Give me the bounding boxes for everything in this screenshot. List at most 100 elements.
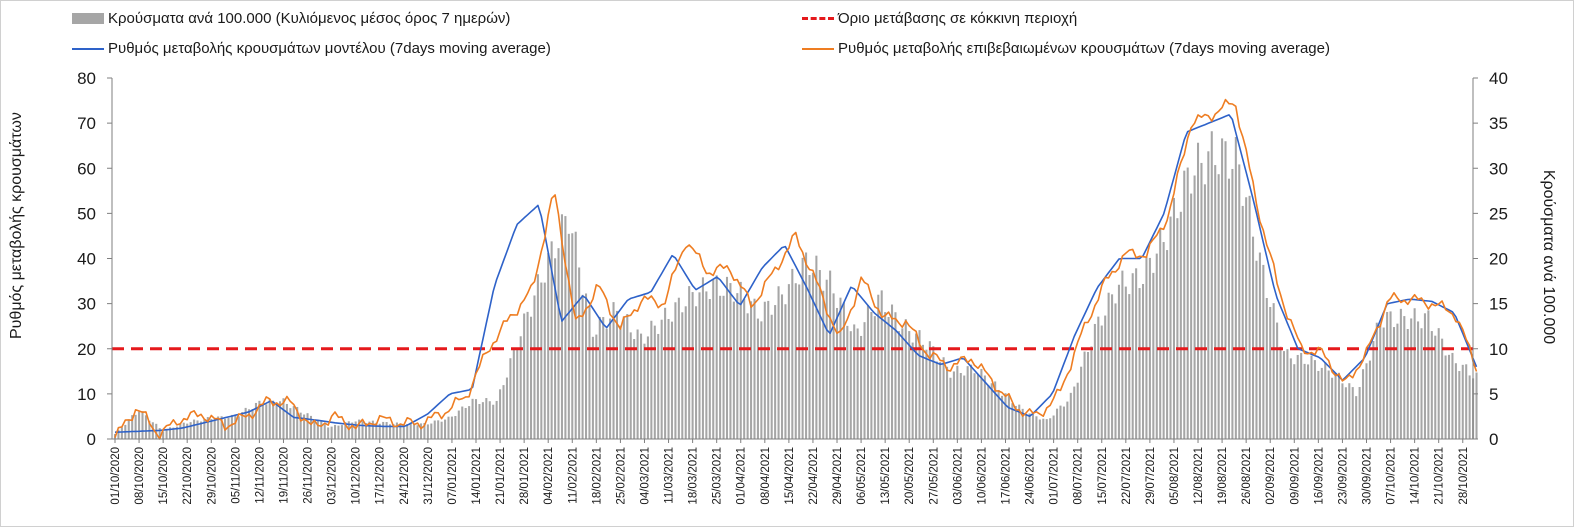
legend-bars-label: Κρούσματα ανά 100.000 (Κυλιόμενος μέσος … <box>108 10 511 27</box>
bar <box>1073 386 1076 439</box>
bar <box>1076 382 1079 439</box>
bar <box>361 421 364 439</box>
bar <box>1399 308 1402 439</box>
bar <box>285 403 288 439</box>
bar <box>1396 323 1399 439</box>
bar <box>591 336 594 439</box>
x-tick-label: 02/09/2021 <box>1265 447 1277 505</box>
bar <box>976 374 980 439</box>
y-left-tick-label: 40 <box>77 250 96 269</box>
bar <box>1437 328 1440 439</box>
bar <box>1207 151 1210 439</box>
bar <box>688 286 691 439</box>
bar <box>117 429 120 439</box>
bar <box>1152 272 1155 439</box>
bar <box>199 421 202 439</box>
bar <box>935 361 938 439</box>
bar <box>148 420 151 439</box>
bar <box>1224 141 1227 439</box>
bar <box>1313 360 1316 439</box>
bar <box>1086 351 1090 439</box>
bar <box>1317 370 1320 439</box>
bar <box>1021 408 1024 439</box>
bar <box>296 406 299 439</box>
legend-model-swatch <box>72 47 104 50</box>
bar <box>182 422 185 439</box>
bar <box>739 281 742 439</box>
bar <box>419 423 423 439</box>
bar <box>887 316 890 439</box>
x-tick-label: 23/09/2021 <box>1337 447 1349 505</box>
bar <box>763 301 766 439</box>
x-tick-label: 20/05/2021 <box>904 447 916 505</box>
bar <box>540 282 543 439</box>
bar <box>1221 138 1224 439</box>
bar <box>798 284 801 439</box>
bar <box>560 214 563 439</box>
bar <box>670 321 674 439</box>
x-tick-label: 24/06/2021 <box>1025 447 1037 505</box>
bar <box>715 275 718 439</box>
bar <box>1454 363 1457 439</box>
bar <box>309 415 313 439</box>
bar <box>626 314 629 439</box>
bar <box>774 305 777 439</box>
bar <box>1413 308 1416 439</box>
bar <box>1104 315 1107 439</box>
bar <box>1403 316 1406 439</box>
bar <box>364 423 368 439</box>
bar <box>230 414 233 439</box>
bar <box>485 398 488 439</box>
bar <box>1293 364 1296 439</box>
bar <box>564 216 567 439</box>
bar <box>598 316 601 439</box>
x-tick-label: 24/12/2020 <box>399 447 411 505</box>
bar <box>474 399 478 439</box>
bar <box>959 373 962 439</box>
y-left-tick-label: 50 <box>77 204 96 223</box>
bar <box>134 414 137 439</box>
bar <box>1279 346 1282 439</box>
bar <box>856 328 859 439</box>
bar <box>433 420 436 439</box>
bar <box>1334 372 1337 439</box>
bar <box>1241 205 1244 439</box>
bar <box>409 422 412 439</box>
y-axis-left-label: Ρυθμός μεταβολής κρουσμάτων <box>8 112 25 339</box>
x-tick-label: 09/09/2021 <box>1289 447 1301 505</box>
x-tick-label: 27/05/2021 <box>928 447 940 505</box>
bar <box>870 311 873 439</box>
bar <box>471 398 474 439</box>
lines <box>112 98 1478 440</box>
x-tick-label: 12/08/2021 <box>1193 447 1205 505</box>
x-tick-label: 13/05/2021 <box>880 447 892 505</box>
x-tick-label: 03/12/2020 <box>327 447 339 505</box>
x-tick-label: 01/04/2021 <box>736 447 748 505</box>
bar <box>1090 346 1093 439</box>
bar <box>320 421 323 439</box>
y-left-tick-label: 80 <box>77 69 96 88</box>
bar <box>684 306 687 439</box>
bar <box>1262 264 1265 439</box>
bar <box>1107 292 1110 439</box>
bar <box>1375 322 1378 439</box>
bar <box>698 292 701 439</box>
bar <box>1441 338 1444 439</box>
bar <box>636 329 639 439</box>
bar <box>674 302 677 439</box>
bar <box>1417 321 1420 439</box>
bar <box>217 416 220 439</box>
bar <box>897 331 900 439</box>
bar <box>461 406 464 439</box>
bar <box>1025 413 1028 439</box>
axes <box>107 77 1478 443</box>
bar <box>1193 175 1196 439</box>
bar <box>138 411 141 439</box>
y-left-tick-labels: 0 10 20 30 40 50 60 70 80 <box>77 69 96 449</box>
bar <box>664 307 667 439</box>
bar <box>997 389 1000 439</box>
bar <box>1269 306 1272 439</box>
bar <box>932 346 935 439</box>
bar <box>605 328 608 439</box>
bar <box>994 381 997 439</box>
